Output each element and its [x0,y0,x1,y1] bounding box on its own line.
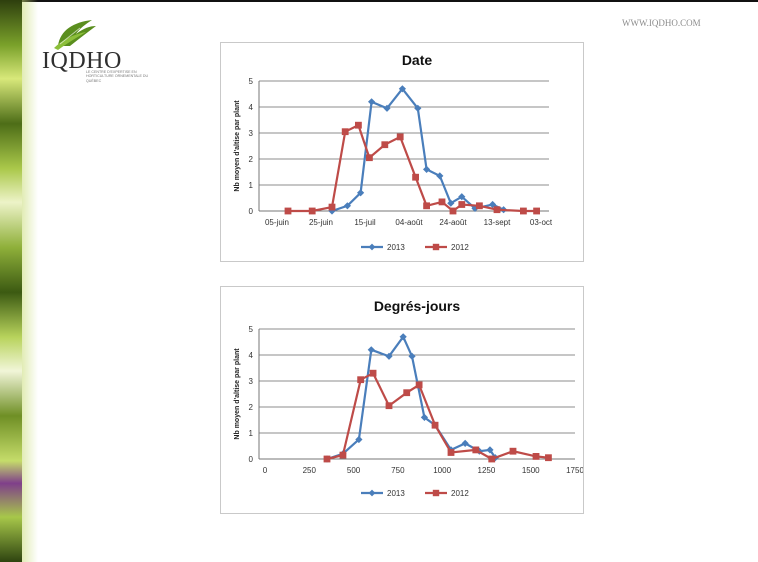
chart1-xtick-5: 13-sept [484,218,511,227]
chart1-ytick-0: 0 [249,207,254,216]
iqdho-leaf-logo-icon [54,20,96,50]
chart1-series-2013-point-9 [447,199,455,207]
chart1-series-2012-point-5 [366,154,373,162]
chart2-series-2012-point-10 [488,455,496,463]
chart2-legend-label-2013: 2013 [387,489,405,498]
chart2-series-2012-point-7 [431,421,439,429]
chart2-series-2012-point-6 [415,381,423,389]
chart2-ytick-0: 0 [249,455,254,464]
chart1-series-2012-point-13 [476,202,483,210]
chart1-legend-marker-2012 [432,243,440,251]
chart1-legend-marker-2013 [368,243,376,251]
chart1-series-2013-point-6 [414,104,422,112]
chart2-series-2012-point-4 [385,402,393,410]
chart1-series-2013-point-10 [458,193,466,201]
chart-date: Date 0 1 2 3 4 5 05-juin 25-juin 15-juil 04-août 24… [234,52,553,252]
chart1-ytick-5: 5 [249,77,254,86]
chart1-series-2012-point-15 [520,207,527,215]
chart1-series-2012-point-9 [423,202,430,210]
chart2-ytick-2: 2 [249,403,254,412]
chart1-series-2012-point-3 [341,128,349,136]
chart2-ytick-1: 1 [249,429,254,438]
chart1-xtick-2: 15-juil [354,218,376,227]
chart1-series-2013-point-12 [489,200,497,209]
chart1-series-2012-point-1 [308,207,316,215]
chart1-xtick-4: 24-août [439,218,467,227]
chart1-series-2012-point-14 [493,206,501,214]
chart2-legend-marker-2013 [368,489,376,497]
chart2-title: Degrés-jours [374,298,461,314]
chart2-xtick-2: 500 [347,466,361,475]
chart2-series-2012-point-8 [447,449,455,456]
chart2-series-2012-point-11 [509,447,517,455]
chart1-series-2012-point-2 [328,203,336,211]
chart2-series-2012-point-13 [545,454,552,462]
chart-degres-jours: Degrés-jours 0 1 2 3 4 5 0 250 500 750 1000 1250 1500… [234,298,583,498]
chart1-ytick-2: 2 [249,155,254,164]
chart1-title: Date [402,52,433,68]
chart2-xtick-0: 0 [263,466,268,475]
chart2-xtick-5: 1250 [478,466,496,475]
chart2-series-2013-point-6 [408,352,416,360]
chart1-series-2013-point-0 [328,207,336,215]
chart2-series-2013-point-2 [355,435,363,444]
chart1-series-2012-point-8 [412,173,419,181]
chart1-series-2013-point-3 [368,98,376,106]
chart1-ytick-1: 1 [249,181,254,190]
chart2-series-2012-point-0 [323,455,331,463]
chart1-series-2012-point-10 [438,198,446,206]
chart1-series-2012-point-16 [533,207,540,215]
chart2-series-2012-point-9 [472,446,480,454]
chart2-series-2013-point-3 [367,346,375,354]
chart1-series-2012-point-12 [458,201,466,208]
chart1-series-2012-point-11 [449,207,457,215]
chart2-ytick-5: 5 [249,325,254,334]
chart1-series-2012-point-6 [381,141,389,149]
chart2-series-2012-line [326,371,549,461]
website-url: WWW.IQDHO.COM [622,18,701,28]
chart1-series-2012-point-7 [396,133,404,141]
chart2-series-2012-point-1 [339,451,347,459]
logo-subtitle: LE CENTRE D'EXPERTISE EN HORTICULTURE OR… [86,70,149,83]
chart1-legend-label-2013: 2013 [387,243,405,252]
chart2-ytick-3: 3 [249,377,254,386]
chart1-ytick-3: 3 [249,129,254,138]
chart2-series-2012-point-5 [403,389,411,397]
chart2-series-2012-point-3 [369,369,377,377]
logo-wordmark: IQDHO [42,48,122,74]
chart1-series-2013-point-8 [436,172,444,180]
chart2-ylabel: Nb moyen d'altise par plant [234,348,241,440]
chart1-ytick-4: 4 [249,103,254,112]
decorative-foliage-fade [22,0,38,562]
chart2-xtick-1: 250 [303,466,317,475]
chart2-series-2012-point-12 [532,453,540,460]
chart1-series-2013-point-7 [423,165,431,173]
chart2-legend-label-2012: 2012 [451,489,469,498]
chart1-xtick-0: 05-juin [265,218,289,227]
chart2-series-2013-point-4 [385,352,393,360]
chart2-legend-marker-2012 [432,489,440,497]
chart1-xtick-1: 25-juin [309,218,333,227]
chart1-legend-label-2012: 2012 [451,243,469,252]
chart1-xtick-3: 04-août [395,218,423,227]
chart1-xtick-6: 03-oct [530,218,553,227]
chart-degres-jours-panel: Degrés-jours 0 1 2 3 4 5 0 250 500 750 1000 1250 1500… [220,286,584,514]
chart2-xtick-6: 1500 [522,466,540,475]
chart1-series-2012-point-0 [284,207,292,215]
chart2-series-2012-point-2 [357,376,365,384]
chart2-ytick-4: 4 [249,351,254,360]
decorative-foliage-strip [0,0,22,562]
chart1-series-2013-point-4 [383,104,391,112]
chart1-series-2012-line [288,123,537,213]
chart2-xtick-3: 750 [391,466,405,475]
chart-date-panel: Date 0 1 2 3 4 5 05-juin 25-juin 15-juil 04-août 24… [220,42,584,262]
chart1-ylabel: Nb moyen d'altise par plant [234,100,241,192]
chart2-xtick-7: 1750 [566,466,583,475]
chart2-xtick-4: 1000 [433,466,451,475]
chart1-series-2013-line [331,87,505,213]
chart1-series-2012-point-4 [355,121,362,129]
